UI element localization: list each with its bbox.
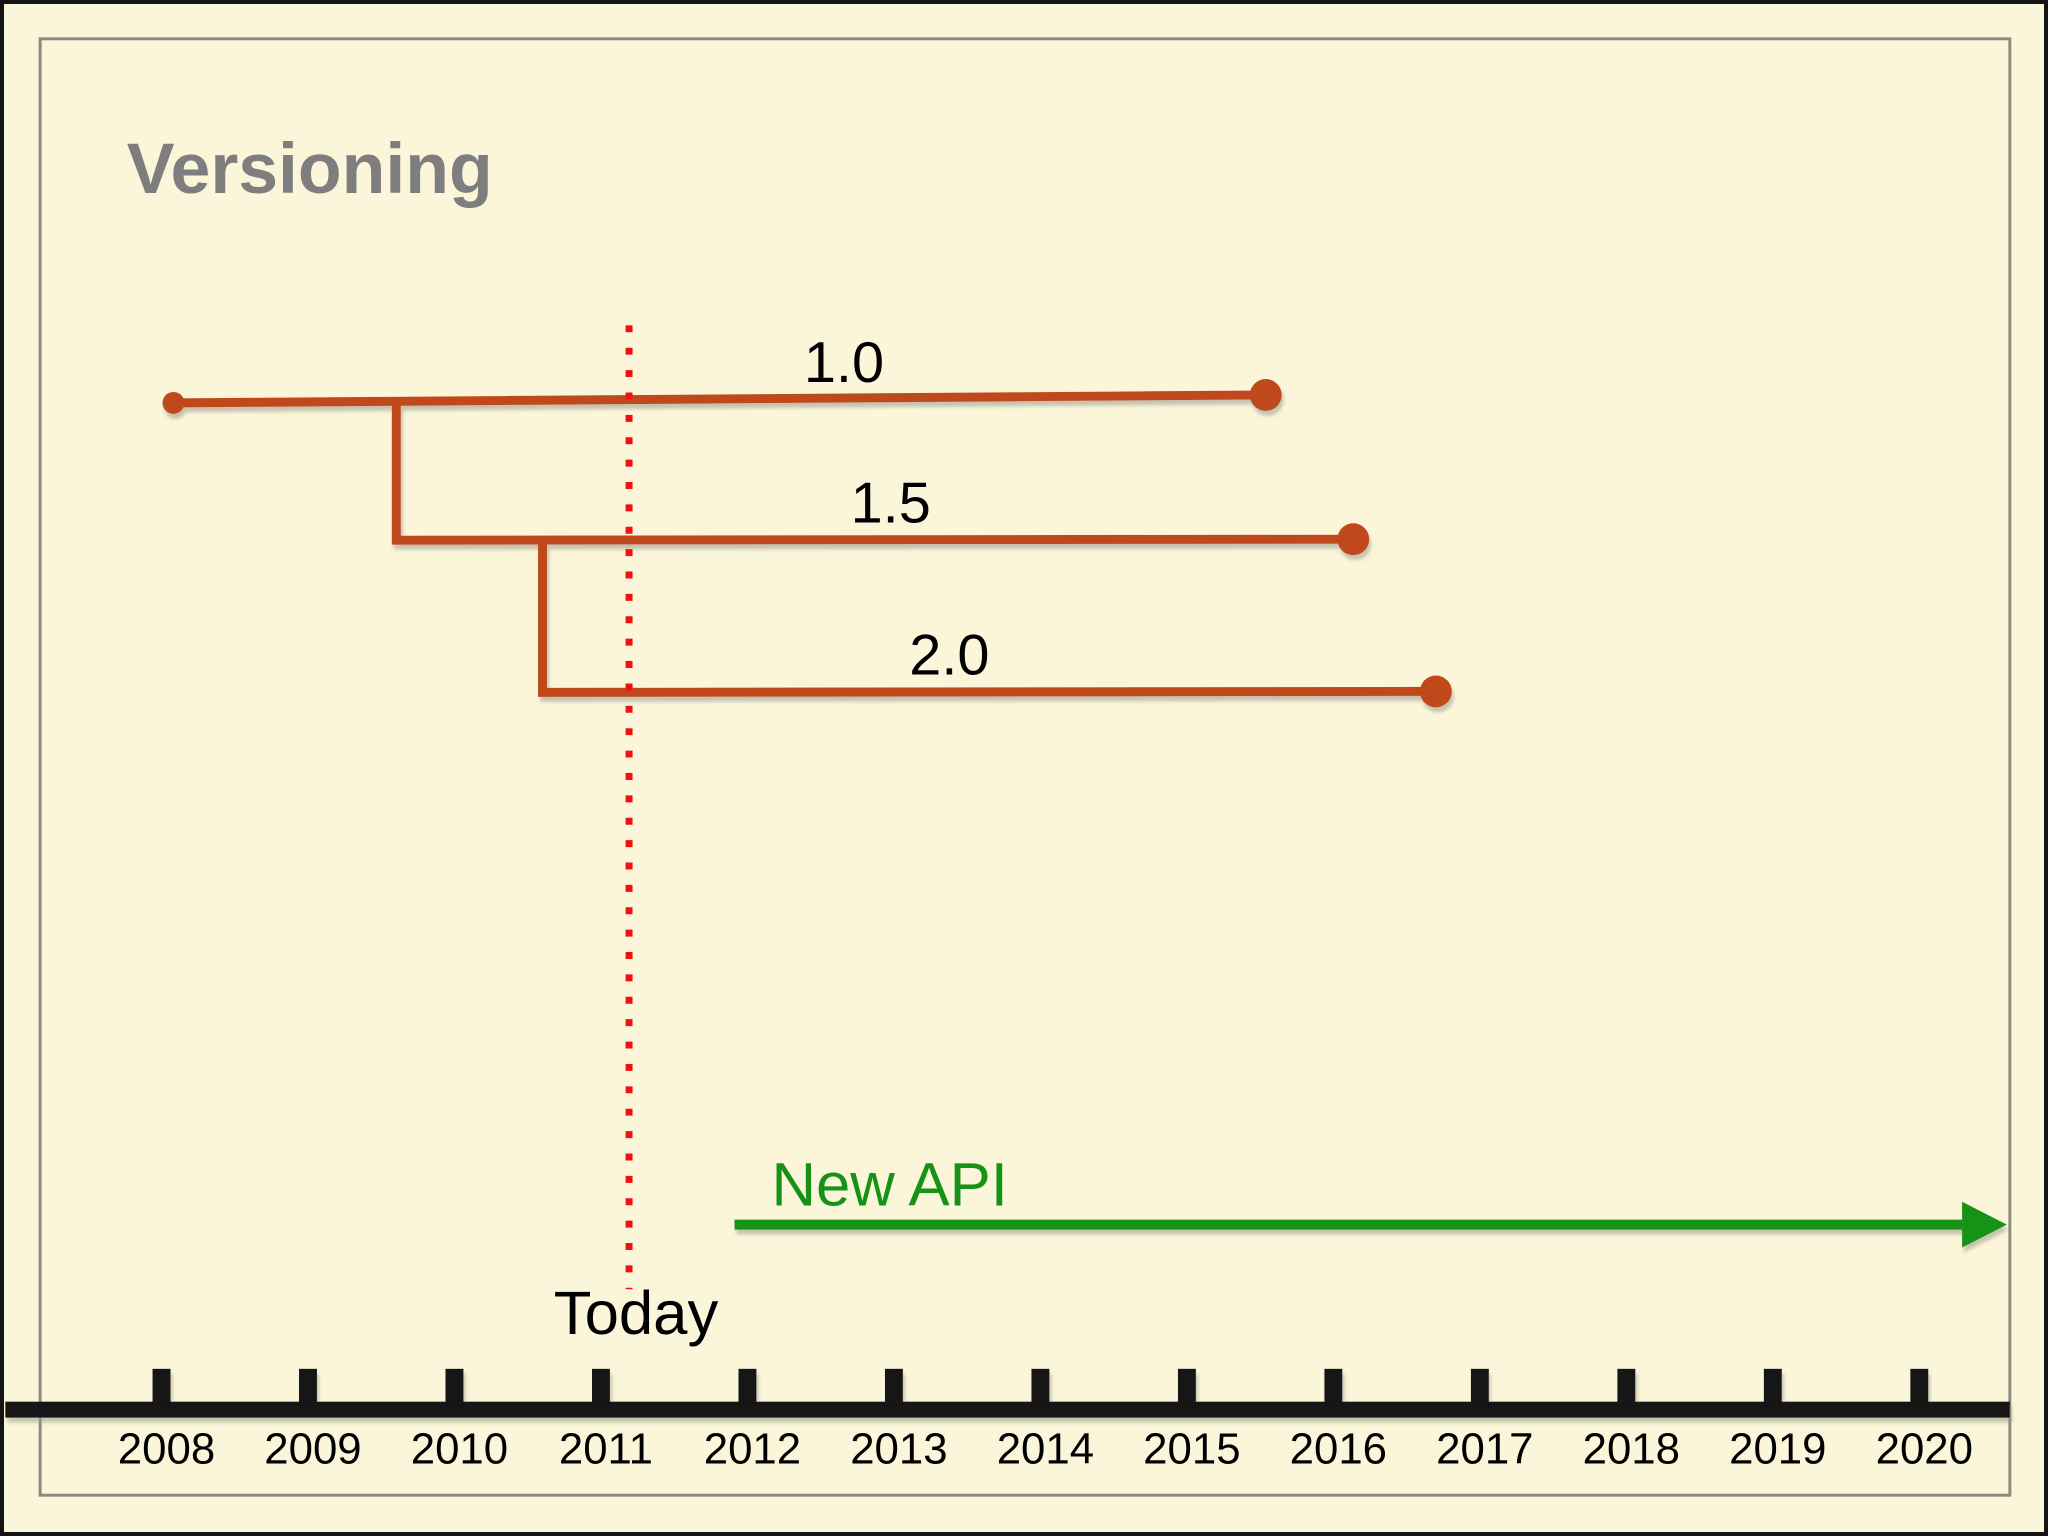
today-label: Today [554,1279,719,1348]
timeline-tick-2014 [1031,1368,1050,1406]
timeline-tick-2019 [1763,1368,1782,1406]
year-label-2015: 2015 [1143,1424,1240,1473]
new-api-label: New API [771,1151,1007,1220]
version-label-1.5: 1.5 [851,471,931,535]
release-start-dot-1.0 [162,391,185,414]
year-label-2020: 2020 [1876,1424,1973,1473]
year-label-2018: 2018 [1583,1424,1680,1473]
year-label-2010: 2010 [411,1424,508,1473]
timeline-tick-2012 [738,1368,757,1406]
release-end-dot-2.0 [1419,675,1452,708]
timeline-tick-2020 [1910,1368,1929,1406]
timeline-tick-2008 [152,1368,171,1406]
year-label-2009: 2009 [264,1424,361,1473]
timeline-tick-2013 [884,1368,903,1406]
timeline-tick-2011 [592,1368,610,1406]
inner-border [38,37,2012,1497]
version-line-2.0 [538,540,1436,697]
timeline-tick-2010 [445,1368,464,1406]
year-label-2014: 2014 [997,1424,1094,1473]
timeline-tick-2015 [1177,1368,1196,1406]
timeline-tick-2016 [1324,1368,1343,1406]
version-line-1.0 [173,390,1266,408]
timeline-year-labels: 2008 2009 2010 2011 2012 2013 2014 2015 2016 2017… [118,1424,1973,1473]
new-api-arrow [734,1201,2007,1248]
new-api-arrowhead [1962,1201,2007,1248]
year-label-2019: 2019 [1729,1424,1826,1473]
version-labels: 1.0 1.5 2.0 [804,331,990,687]
timeline-tick-2018 [1617,1368,1636,1406]
timeline-axis [5,1368,2010,1418]
timeline-tick-2017 [1470,1368,1489,1406]
timeline-bar [5,1401,2010,1418]
year-label-2013: 2013 [850,1424,947,1473]
version-line-1.5 [391,400,1354,545]
release-end-dot-1.5 [1337,523,1370,556]
versioning-diagram: Versioning 1.01.52.0 Today New API 2008 2… [5,37,2012,1497]
year-label-2016: 2016 [1290,1424,1387,1473]
year-label-2011: 2011 [559,1424,653,1473]
year-label-2012: 2012 [704,1424,801,1473]
release-end-dot-1.0 [1249,379,1282,411]
slide-title: Versioning [127,129,493,209]
year-label-2017: 2017 [1436,1424,1533,1473]
version-label-2.0: 2.0 [909,623,989,687]
year-label-2008: 2008 [118,1424,215,1473]
version-label-1.0: 1.0 [804,331,884,395]
version-tracks [162,379,1452,708]
timeline-tick-2009 [299,1368,317,1406]
